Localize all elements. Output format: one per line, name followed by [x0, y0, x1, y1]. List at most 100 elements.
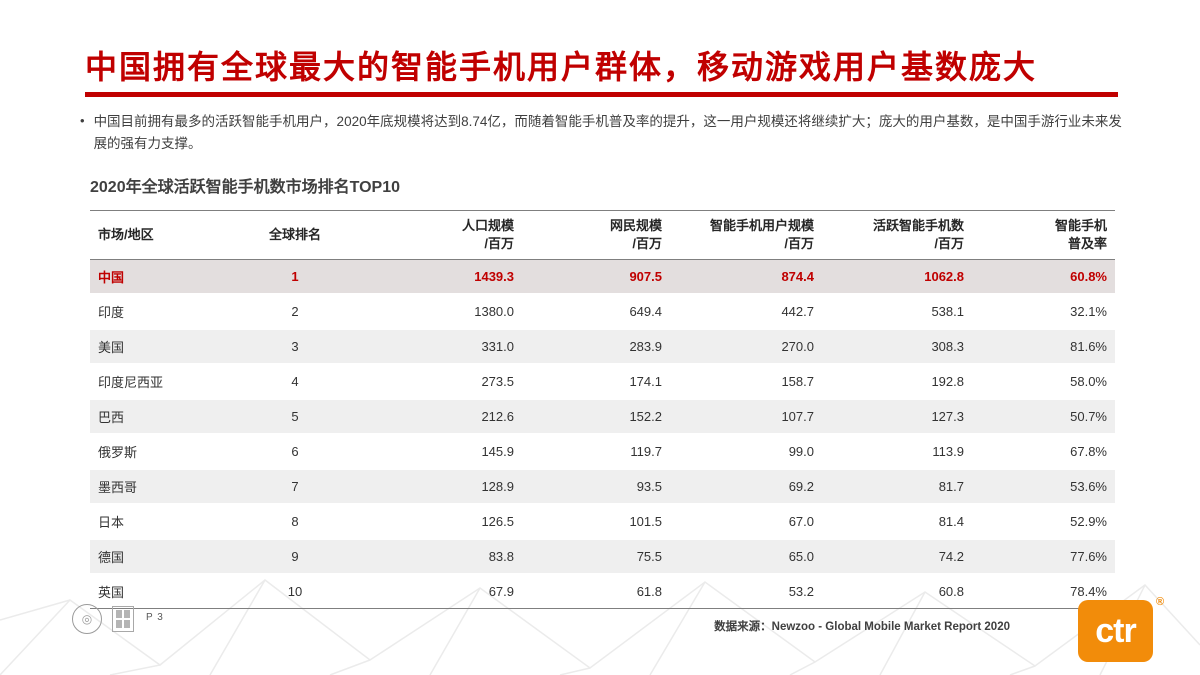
table-cell: 212.6 — [481, 409, 514, 425]
table-cell: 126.5 — [481, 514, 514, 530]
table-cell: 52.9% — [1070, 514, 1107, 530]
table-cell: 99.0 — [788, 444, 814, 460]
table-cell: 1380.0 — [474, 304, 514, 320]
bullet-text: 中国目前拥有最多的活跃智能手机用户，2020年底规模将达到8.74亿，而随着智能… — [93, 114, 1122, 151]
ctr-logo: ctr — [1078, 600, 1153, 662]
bullet-icon: • — [80, 113, 85, 128]
table-cell: 60.8 — [938, 584, 964, 600]
table-cell: 270.0 — [781, 339, 814, 355]
table-cell: 60.8% — [1070, 269, 1107, 285]
table-header-row: 市场/地区 全球排名 人口规模 /百万 网民规模 /百万 智能手机用户规模 /百… — [90, 209, 1115, 261]
table-row: 俄罗斯 6 145.9 119.7 99.0 113.9 67.8% — [90, 434, 1115, 470]
table-cell: 5 — [291, 409, 299, 425]
table-cell: 192.8 — [931, 374, 964, 390]
table-cell: 2 — [291, 304, 299, 320]
table-cell: 67.9 — [488, 584, 514, 600]
table-cell: 32.1% — [1070, 304, 1107, 320]
ctr-logo-text: ctr — [1095, 612, 1136, 650]
table-cell: 158.7 — [781, 374, 814, 390]
table-cell: 81.7 — [938, 479, 964, 495]
table-cell: 1439.3 — [474, 269, 514, 285]
table-cell: 67.8% — [1070, 444, 1107, 460]
table-cell: 9 — [291, 549, 299, 565]
column-header: 市场/地区 — [90, 209, 240, 261]
column-header: 人口规模 /百万 — [350, 209, 522, 261]
table-row: 美国 3 331.0 283.9 270.0 308.3 81.6% — [90, 329, 1115, 365]
table-cell: 874.4 — [781, 269, 814, 285]
table-row: 印度尼西亚 4 273.5 174.1 158.7 192.8 58.0% — [90, 364, 1115, 400]
title-accent-bar — [85, 92, 1118, 97]
table-cell: 81.4 — [938, 514, 964, 530]
table-cell: 4 — [291, 374, 299, 390]
table-row: 英国 10 67.9 61.8 53.2 60.8 78.4% — [90, 574, 1115, 609]
table-cell: 日本 — [98, 515, 125, 531]
table-cell: 93.5 — [636, 479, 662, 495]
column-header: 活跃智能手机数 /百万 — [822, 209, 972, 261]
table-cell: 7 — [291, 479, 299, 495]
table-cell: 1 — [291, 269, 299, 285]
table-cell: 283.9 — [629, 339, 662, 355]
table-title: 2020年全球活跃智能手机数市场排名TOP10 — [90, 179, 400, 196]
table-cell: 墨西哥 — [98, 480, 138, 496]
table-body: 中国 1 1439.3 907.5 874.4 1062.8 60.8% 印度 2 1380.0 6… — [90, 259, 1115, 609]
table-cell: 145.9 — [481, 444, 514, 460]
table-cell: 75.5 — [636, 549, 662, 565]
table-cell: 83.8 — [488, 549, 514, 565]
page-number: P 3 — [146, 612, 164, 623]
table-cell: 67.0 — [788, 514, 814, 530]
data-source: 数据来源：Newzoo - Global Mobile Market Repor… — [714, 621, 1010, 633]
table-row: 日本 8 126.5 101.5 67.0 81.4 52.9% — [90, 504, 1115, 540]
certification-logos: ◎ — [72, 604, 134, 634]
table-cell: 3 — [291, 339, 299, 355]
column-header: 智能手机 普及率 — [972, 209, 1115, 261]
table-row-highlight: 中国 1 1439.3 907.5 874.4 1062.8 60.8% — [90, 259, 1115, 295]
table-cell: 50.7% — [1070, 409, 1107, 425]
registered-trademark-icon: ® — [1156, 596, 1165, 608]
table-cell: 113.9 — [932, 444, 964, 460]
table-cell: 69.2 — [788, 479, 814, 495]
table-cell: 8 — [291, 514, 299, 530]
column-header: 智能手机用户规模 /百万 — [670, 209, 822, 261]
certification-stamp-icon — [112, 606, 134, 632]
table-cell: 174.1 — [629, 374, 662, 390]
ranking-table: 市场/地区 全球排名 人口规模 /百万 网民规模 /百万 智能手机用户规模 /百… — [90, 209, 1115, 609]
table-cell: 印度 — [98, 305, 125, 321]
bullet-item: • 中国目前拥有最多的活跃智能手机用户，2020年底规模将达到8.74亿，而随着… — [80, 111, 1122, 154]
table-cell: 119.7 — [630, 444, 662, 460]
column-header: 全球排名 — [240, 209, 350, 261]
table-cell: 61.8 — [636, 584, 662, 600]
certification-seal-icon: ◎ — [72, 604, 102, 634]
column-header: 网民规模 /百万 — [522, 209, 670, 261]
table-cell: 101.5 — [629, 514, 662, 530]
table-cell: 10 — [287, 584, 303, 600]
table-cell: 俄罗斯 — [98, 445, 138, 461]
table-cell: 美国 — [98, 340, 125, 356]
table-cell: 152.2 — [629, 409, 662, 425]
table-cell: 538.1 — [931, 304, 964, 320]
table-cell: 74.2 — [938, 549, 964, 565]
table-cell: 1062.8 — [924, 269, 964, 285]
table-cell: 德国 — [98, 550, 125, 566]
table-cell: 77.6% — [1070, 549, 1107, 565]
table-cell: 印度尼西亚 — [98, 375, 164, 391]
table-cell: 128.9 — [481, 479, 514, 495]
table-cell: 127.3 — [931, 409, 964, 425]
table-cell: 273.5 — [481, 374, 514, 390]
table-cell: 81.6% — [1070, 339, 1107, 355]
table-cell: 53.6% — [1070, 479, 1107, 495]
table-cell: 中国 — [98, 270, 125, 286]
table-cell: 65.0 — [788, 549, 814, 565]
table-cell: 58.0% — [1070, 374, 1107, 390]
table-cell: 308.3 — [931, 339, 964, 355]
table-cell: 331.0 — [481, 339, 514, 355]
slide-title: 中国拥有全球最大的智能手机用户群体，移动游戏用户基数庞大 — [85, 49, 1038, 85]
table-cell: 53.2 — [788, 584, 814, 600]
table-cell: 6 — [291, 444, 299, 460]
table-row: 巴西 5 212.6 152.2 107.7 127.3 50.7% — [90, 399, 1115, 435]
table-cell: 649.4 — [629, 304, 662, 320]
table-cell: 巴西 — [98, 410, 125, 426]
table-cell: 107.7 — [781, 409, 814, 425]
table-cell: 907.5 — [629, 269, 662, 285]
table-row: 墨西哥 7 128.9 93.5 69.2 81.7 53.6% — [90, 469, 1115, 505]
table-cell: 442.7 — [781, 304, 814, 320]
